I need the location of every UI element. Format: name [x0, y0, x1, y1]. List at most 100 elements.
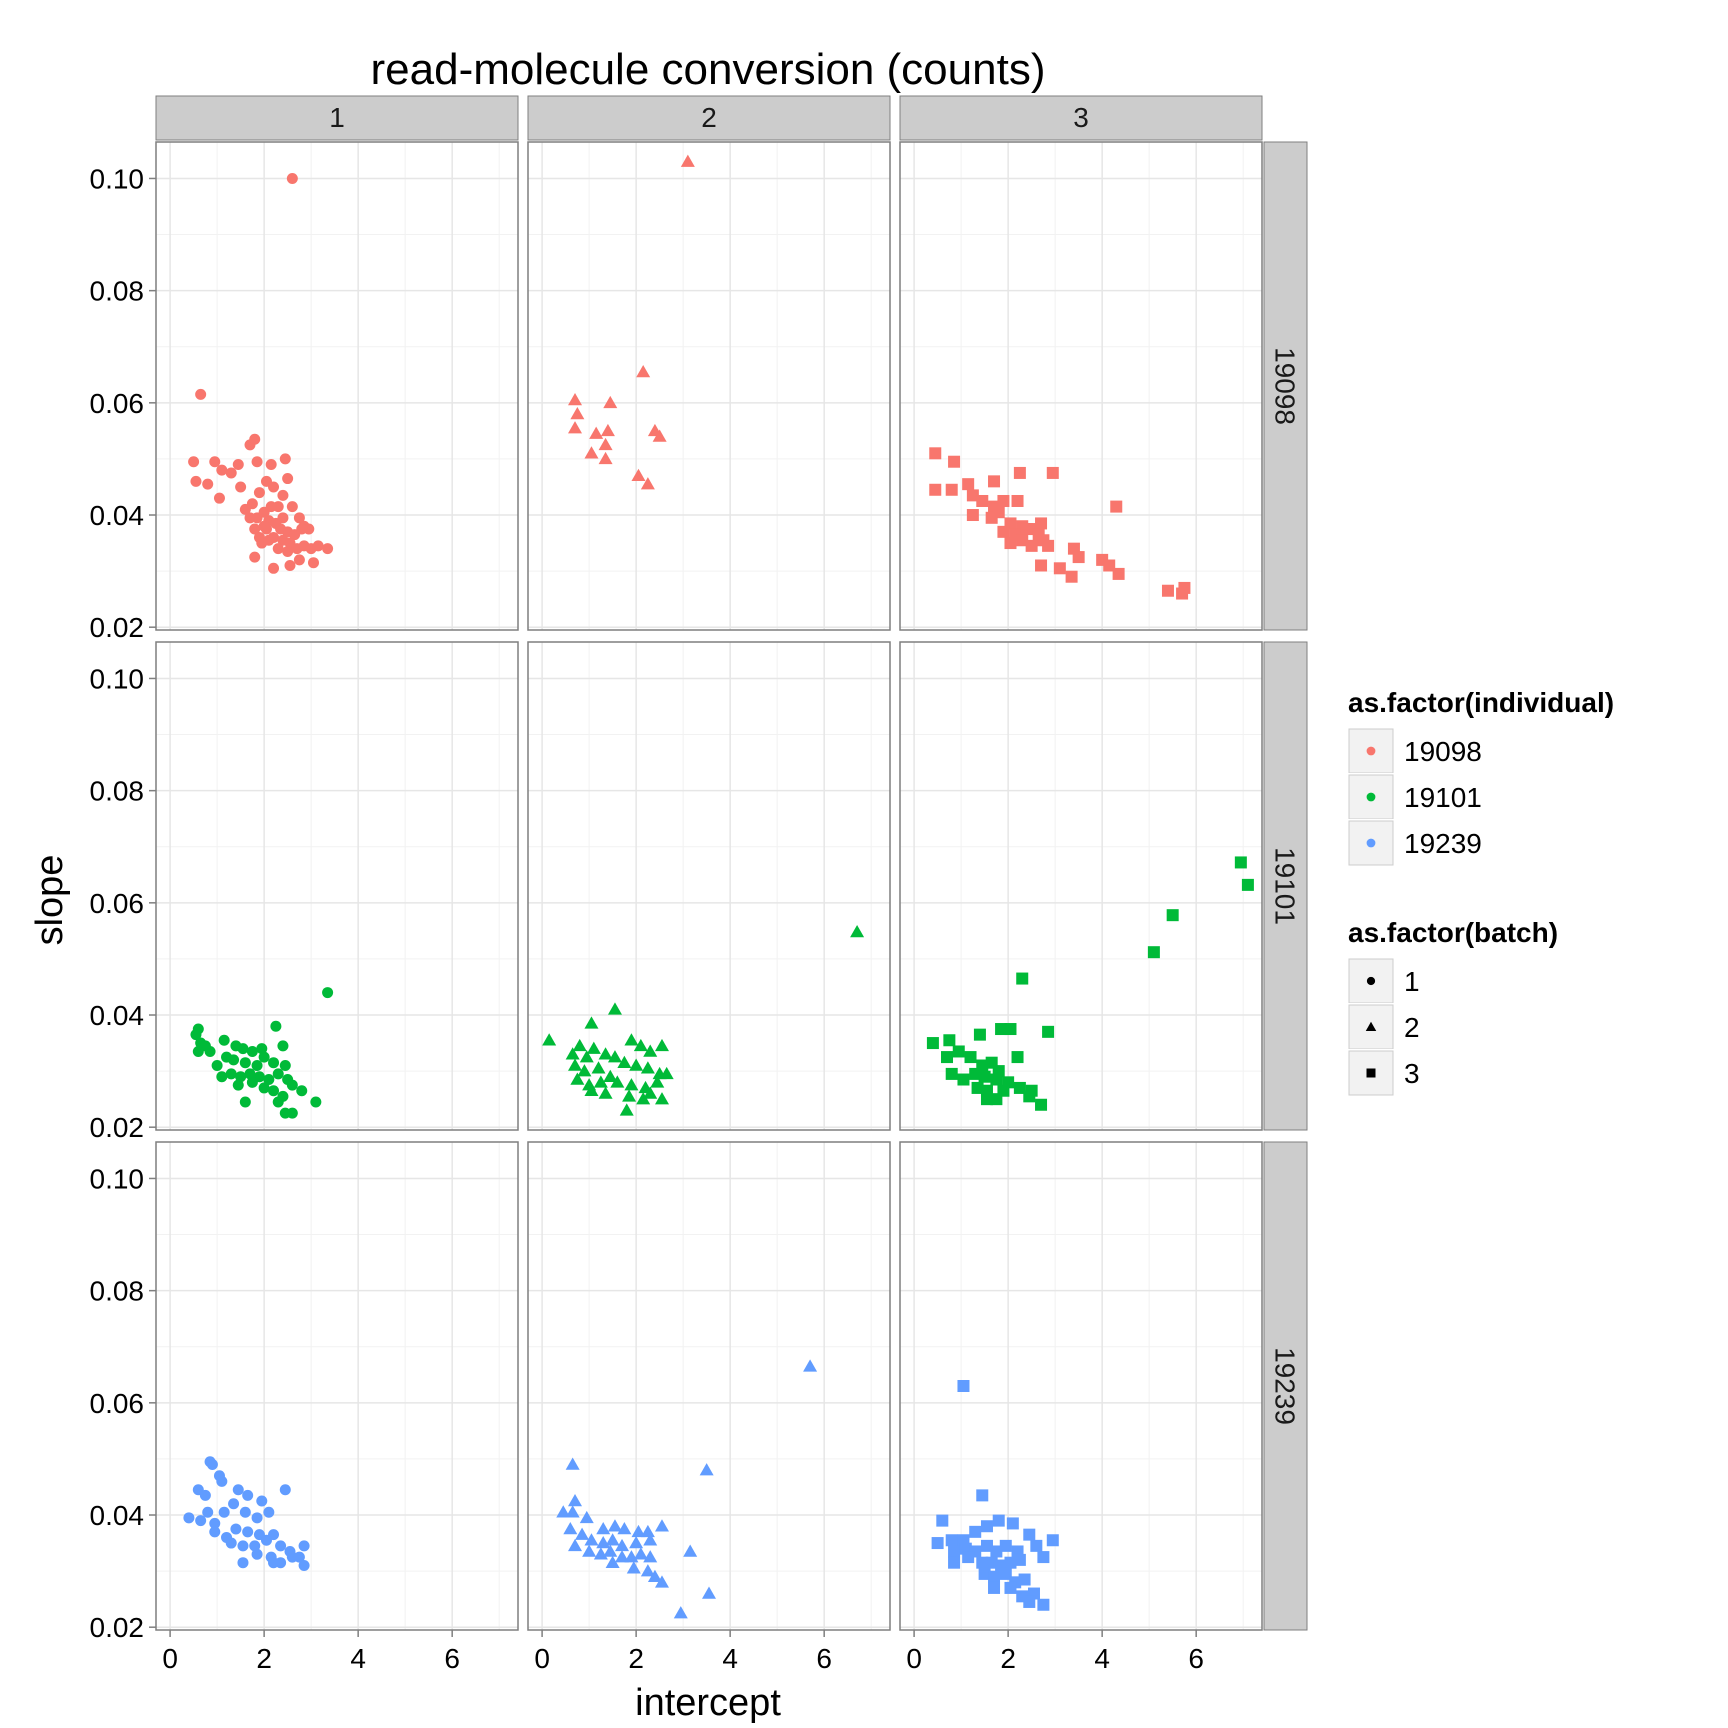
legend-label: 19239	[1404, 828, 1482, 859]
data-point	[568, 1493, 583, 1507]
data-point	[926, 1037, 939, 1050]
panel-border	[899, 1141, 1263, 1631]
data-point	[260, 1534, 272, 1546]
data-point	[603, 1544, 618, 1557]
data-point	[206, 1459, 218, 1471]
data-point	[1020, 523, 1033, 536]
data-point	[570, 1072, 585, 1085]
data-point	[624, 1078, 639, 1091]
data-point	[596, 1522, 611, 1535]
data-point	[190, 475, 202, 487]
data-point	[1013, 466, 1026, 479]
x-tick-label: 0	[162, 1643, 178, 1674]
data-point	[286, 1079, 298, 1091]
data-point	[568, 1538, 583, 1552]
panel-background	[900, 142, 1262, 630]
data-point	[945, 1067, 958, 1080]
data-point	[268, 1085, 280, 1097]
data-point	[969, 1067, 982, 1080]
x-tick-label: 0	[534, 1643, 550, 1674]
panel-background	[528, 1142, 890, 1630]
data-point	[584, 1533, 599, 1546]
chart-title: read-molecule conversion (counts)	[371, 45, 1046, 94]
legend-title: as.factor(batch)	[1348, 917, 1558, 948]
data-point	[268, 1057, 280, 1069]
data-point	[605, 1533, 620, 1546]
data-point	[322, 543, 334, 555]
data-point	[945, 483, 958, 496]
data-point	[1023, 1528, 1036, 1541]
y-tick-label: 0.06	[90, 388, 145, 419]
data-point	[702, 1586, 716, 1599]
data-point	[1103, 559, 1116, 572]
axes: 0.02 0.04 0.06 0.08 0.10 0.02 0.04 0.06 0.08 0.10…	[90, 163, 1204, 1674]
facet-strip-label: 1	[329, 102, 345, 133]
facet-strip-column	[155, 95, 519, 141]
y-tick-label: 0.08	[90, 1276, 145, 1307]
y-axis-title: slope	[29, 855, 71, 946]
data-point	[1178, 581, 1191, 594]
data-point	[976, 1489, 989, 1502]
data-point	[990, 1545, 1003, 1558]
data-point	[999, 1539, 1012, 1552]
data-point	[617, 1522, 632, 1535]
data-point	[268, 481, 280, 493]
facet-strip-label: 19101	[1270, 847, 1301, 925]
data-point	[279, 1484, 291, 1496]
data-point	[1161, 584, 1174, 597]
data-point	[293, 554, 305, 566]
data-point	[941, 1051, 954, 1064]
data-point	[307, 557, 319, 569]
data-point	[636, 364, 651, 378]
data-point	[985, 1556, 998, 1569]
data-point	[1004, 1023, 1017, 1036]
data-point	[957, 1073, 970, 1086]
data-point	[265, 501, 277, 513]
data-point	[204, 1045, 216, 1057]
data-point	[199, 1489, 211, 1501]
facet-strips: 1 2 3 19098 19101 19239	[155, 95, 1308, 1631]
data-point	[1004, 537, 1017, 550]
facet-strip-label: 19239	[1270, 1347, 1301, 1425]
legend-marker	[1366, 1068, 1376, 1078]
data-point	[962, 478, 975, 491]
legend-title: as.factor(individual)	[1348, 687, 1614, 718]
data-point	[298, 1559, 310, 1571]
data-point	[607, 1519, 622, 1532]
data-point	[232, 1079, 244, 1091]
data-point	[251, 1512, 263, 1524]
panel-background	[156, 642, 518, 1130]
data-point	[183, 1512, 195, 1524]
facet-panel	[899, 141, 1263, 631]
data-point	[586, 1041, 601, 1054]
data-point	[293, 1551, 305, 1563]
x-tick-label: 4	[722, 1643, 738, 1674]
data-point	[1035, 1098, 1048, 1111]
data-point	[640, 1524, 655, 1538]
x-tick-label: 4	[350, 1643, 366, 1674]
data-point	[654, 1092, 669, 1105]
data-point	[239, 1096, 251, 1108]
x-axis-title: intercept	[635, 1682, 781, 1724]
data-point	[617, 1055, 632, 1068]
data-series-19239-batch-2	[556, 1359, 818, 1619]
data-point	[296, 1085, 308, 1097]
y-tick-label: 0.10	[90, 663, 145, 694]
data-point	[603, 395, 618, 409]
data-point	[990, 1093, 1003, 1106]
data-point	[258, 520, 270, 532]
data-point	[565, 1047, 580, 1060]
data-point	[1110, 500, 1123, 513]
data-point	[270, 1020, 282, 1032]
panel-border	[899, 641, 1263, 1131]
data-point	[286, 1107, 298, 1119]
data-point	[1046, 466, 1059, 479]
x-tick-label: 6	[816, 1643, 832, 1674]
legend-marker	[1366, 976, 1376, 986]
data-point	[244, 512, 256, 524]
data-point	[1037, 1598, 1050, 1611]
facet-strip-column	[527, 95, 891, 141]
data-point	[228, 1498, 240, 1510]
data-point	[237, 1557, 249, 1569]
data-point	[978, 1070, 991, 1083]
